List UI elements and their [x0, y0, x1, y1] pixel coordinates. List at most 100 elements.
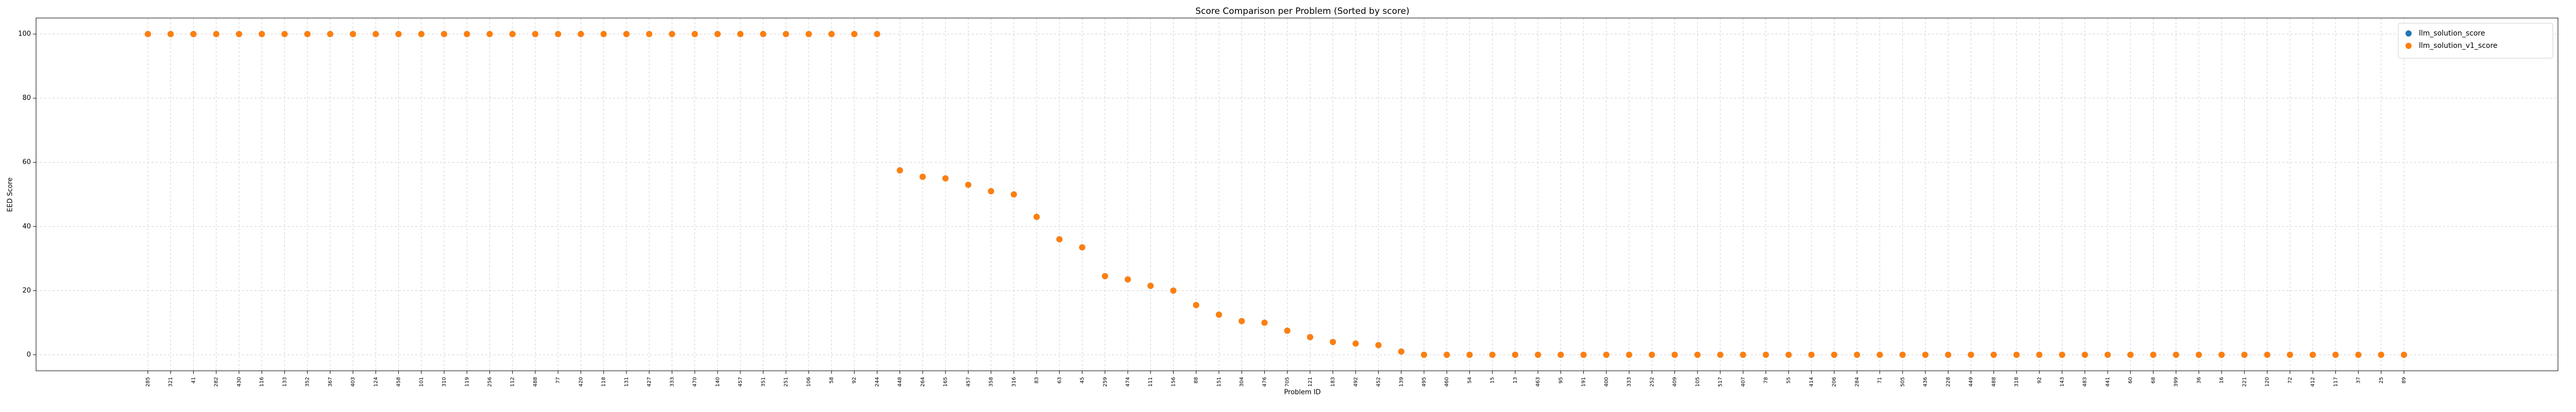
x-tick-label: 131 [624, 377, 630, 387]
x-tick-label: 78 [1763, 377, 1769, 384]
marker [2195, 351, 2202, 358]
marker [2241, 351, 2248, 358]
marker [2355, 351, 2362, 358]
marker [1649, 351, 1655, 358]
x-tick-label: 133 [282, 377, 287, 387]
x-tick-label: 407 [1740, 377, 1746, 387]
x-tick-label: 409 [1672, 377, 1678, 387]
plot-frame [36, 18, 2558, 371]
x-tick-label: 124 [373, 377, 379, 387]
x-tick-label: 71 [1877, 377, 1883, 384]
marker [2127, 351, 2134, 358]
x-tick-label: 448 [897, 377, 903, 387]
x-tick-label: 221 [2242, 377, 2247, 387]
x-tick-label: 92 [852, 377, 857, 384]
x-tick-label: 244 [874, 377, 880, 387]
x-tick-label: 460 [1444, 377, 1450, 387]
marker [1626, 351, 1633, 358]
x-tick-label: 119 [464, 377, 470, 387]
x-tick-label: 77 [555, 377, 561, 384]
x-tick-label: 318 [2014, 377, 2020, 387]
marker [1033, 214, 1040, 220]
x-tick-label: 316 [1011, 377, 1017, 387]
marker [145, 31, 151, 38]
marker [1899, 351, 1906, 358]
x-tick-label: 517 [1718, 377, 1723, 387]
x-tick-label: 403 [350, 377, 356, 387]
marker [1968, 351, 1974, 358]
x-tick-label: 470 [692, 377, 698, 387]
y-tick-label: 20 [22, 287, 31, 295]
x-tick-label: 206 [1832, 377, 1837, 387]
marker [805, 31, 812, 38]
marker [1284, 328, 1291, 334]
x-tick-label: 333 [669, 377, 675, 387]
marker [988, 188, 994, 195]
legend-label: llm_solution_score [2419, 29, 2485, 38]
marker [1193, 302, 1199, 308]
legend-label: llm_solution_v1_score [2419, 42, 2498, 50]
x-tick-label: 45 [1080, 377, 1086, 384]
marker [1740, 351, 1747, 358]
legend-box [2398, 23, 2553, 59]
marker [1512, 351, 1518, 358]
x-tick-label: 452 [1376, 377, 1382, 387]
x-tick-label: 118 [601, 377, 607, 387]
marker [1261, 319, 1268, 326]
marker [1307, 334, 1313, 340]
x-tick-label: 284 [1854, 377, 1860, 387]
x-tick-label: 112 [510, 377, 516, 387]
x-tick-label: 41 [191, 377, 196, 384]
marker [1808, 351, 1815, 358]
x-tick-label: 54 [1467, 377, 1472, 384]
x-tick-label: 483 [2082, 377, 2088, 387]
marker [532, 31, 538, 38]
marker [828, 31, 835, 38]
x-tick-label: 474 [1125, 377, 1131, 387]
x-tick-label: 251 [784, 377, 789, 387]
x-tick-label: 116 [259, 377, 265, 387]
x-tick-label: 492 [1353, 377, 1359, 387]
x-tick-label: 156 [1171, 377, 1176, 387]
marker [1876, 351, 1883, 358]
marker [2332, 351, 2339, 358]
x-tick-label: 117 [2333, 377, 2338, 387]
marker [1945, 351, 1952, 358]
marker [259, 31, 265, 38]
marker [1147, 282, 1154, 289]
x-tick-label: 15 [1490, 377, 1496, 384]
marker [896, 167, 903, 174]
marker [600, 31, 607, 38]
x-tick-label: 285 [145, 377, 151, 387]
marker [418, 31, 425, 38]
x-tick-label: 304 [1239, 377, 1245, 387]
marker [1079, 244, 1086, 251]
marker [1398, 348, 1404, 355]
marker [1352, 340, 1359, 347]
x-tick-label: 333 [1626, 377, 1632, 387]
marker [2286, 351, 2293, 358]
y-tick-label: 0 [27, 351, 31, 358]
x-tick-label: 358 [989, 377, 994, 387]
x-tick-label: 449 [1969, 377, 1974, 387]
x-tick-label: 264 [920, 377, 926, 387]
x-tick-label: 120 [2265, 377, 2270, 387]
legend-marker [2405, 30, 2412, 37]
marker [623, 31, 630, 38]
marker [1762, 351, 1769, 358]
x-tick-label: 101 [419, 377, 425, 387]
marker [304, 31, 311, 38]
x-tick-label: 457 [738, 377, 743, 387]
marker [1717, 351, 1724, 358]
marker [1239, 318, 1245, 324]
marker [2081, 351, 2088, 358]
marker [1535, 351, 1541, 358]
marker [235, 31, 242, 38]
marker [669, 31, 675, 38]
x-tick-label: 463 [1535, 377, 1541, 387]
x-tick-label: 92 [2037, 377, 2042, 384]
x-tick-label: 321 [168, 377, 174, 387]
x-tick-label: 191 [1581, 377, 1587, 387]
